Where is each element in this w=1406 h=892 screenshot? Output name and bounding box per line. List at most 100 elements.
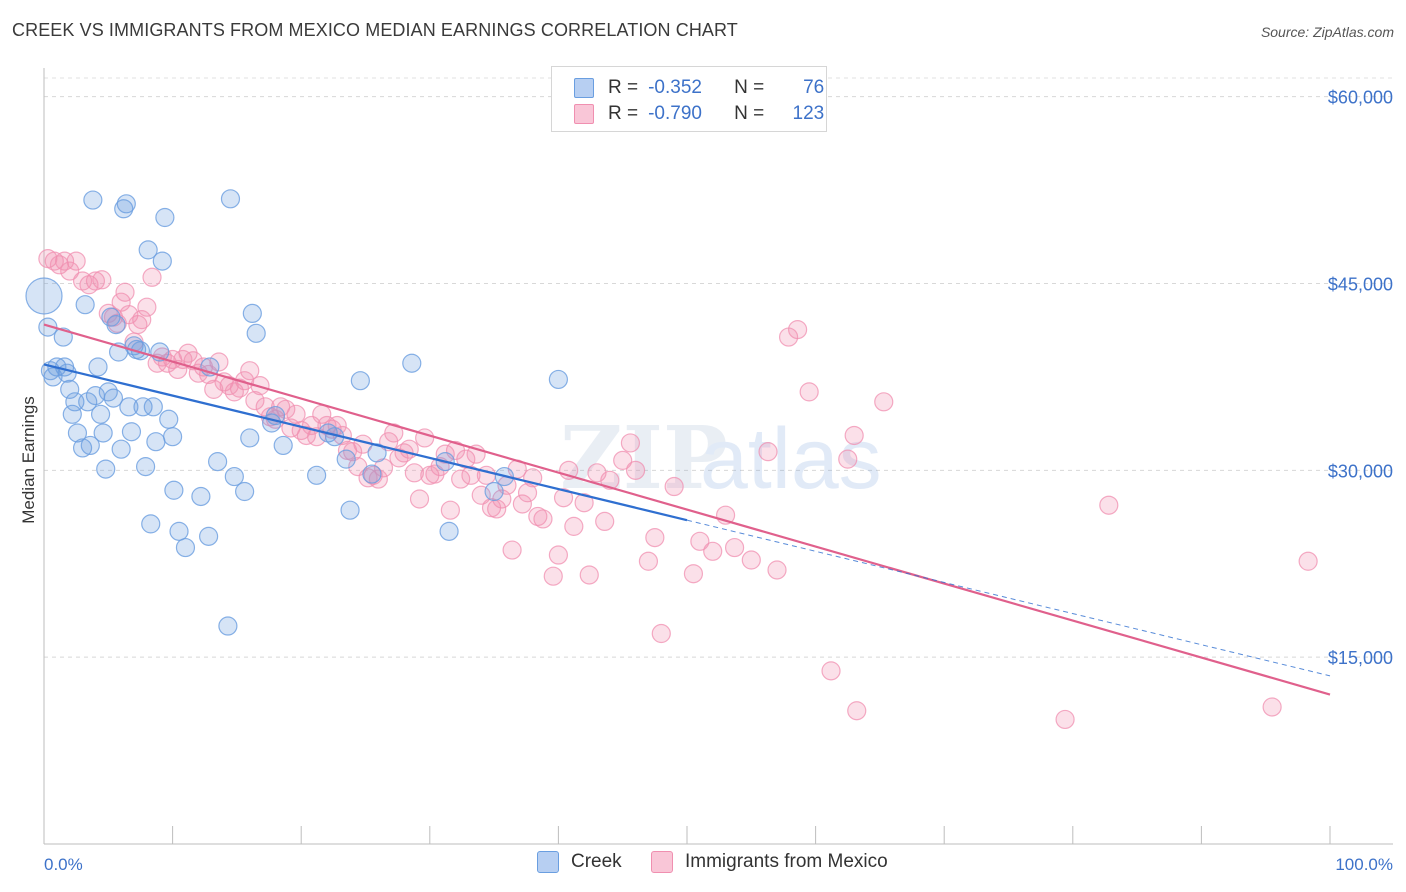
mexico-point (66, 251, 86, 271)
creek-point (38, 317, 58, 337)
mexico-point (363, 465, 383, 485)
creek-point (146, 432, 166, 452)
legend-n-label: N = (734, 77, 765, 98)
mexico-point (874, 392, 894, 412)
x-tick-label-max: 100.0% (1335, 855, 1393, 874)
mexico-point (595, 511, 615, 532)
mexico-point (142, 267, 162, 287)
mexico-point (664, 476, 684, 497)
creek-point (88, 357, 108, 377)
creek-point (402, 353, 422, 373)
mexico-trend-line (43, 323, 1331, 696)
mexico-point (435, 444, 455, 464)
mexico-point (564, 516, 584, 536)
creek-point (240, 428, 260, 448)
legend-r-value: -0.790 (648, 103, 702, 124)
creek-point (143, 397, 163, 417)
creek-point (57, 363, 77, 383)
mexico-point (703, 541, 723, 561)
mexico-point (724, 537, 745, 558)
creek-point (242, 303, 262, 324)
creek-point (25, 277, 63, 315)
creek-point (98, 382, 118, 402)
mexico-point (461, 465, 481, 485)
creek-point (75, 295, 95, 315)
trend-lines (43, 323, 1331, 696)
mexico-point (517, 483, 538, 503)
legend-item-mexico[interactable]: Immigrants from Mexico (651, 851, 888, 873)
mexico-point (317, 415, 337, 436)
creek-point (340, 500, 360, 520)
mexico-point (92, 270, 112, 290)
mexico-point (451, 469, 471, 489)
creek-point (273, 435, 293, 456)
mexico-point (60, 261, 80, 281)
creek-point (224, 466, 244, 487)
mexico-point (512, 494, 532, 514)
creek-point (80, 435, 100, 456)
mexico-point (137, 297, 157, 317)
creek-point (208, 452, 228, 472)
creek-point (111, 439, 131, 459)
legend-n-label: N = (734, 103, 765, 124)
y-axis-title: Median Earnings (19, 396, 38, 524)
source-label: Source: ZipAtlas.com (1260, 24, 1394, 40)
legend-mexico-label: Immigrants from Mexico (685, 851, 888, 872)
creek-point (83, 190, 103, 210)
creek-point (60, 379, 80, 399)
legend-row-mexico: R = -0.790 N = 123 (574, 102, 824, 126)
mexico-point (645, 527, 665, 548)
creek-point (169, 521, 189, 541)
creek-trend-extension (686, 519, 1331, 677)
mexico-point (1099, 495, 1119, 515)
y-tick-label: $60,000 (1328, 88, 1393, 108)
mexico-point (409, 489, 430, 509)
legend-r-label: R = (608, 77, 639, 98)
mexico-point (204, 379, 224, 399)
mexico-point (44, 251, 64, 271)
creek-point (439, 521, 459, 541)
mexico-point (548, 545, 569, 565)
creek-point (96, 459, 116, 479)
mexico-point (847, 701, 867, 721)
mexico-point (1055, 709, 1075, 730)
y-tick-labels: $15,000 $30,000 $45,000 $60,000 (1328, 88, 1393, 668)
creek-point (548, 369, 569, 390)
creek-point (350, 371, 370, 391)
mexico-point (404, 463, 424, 483)
creek-trend-line (43, 363, 688, 522)
creek-point (67, 423, 88, 443)
mexico-point (543, 566, 563, 586)
mexico-point (240, 361, 260, 381)
creek-point (484, 481, 504, 502)
mexico-point (741, 550, 761, 570)
creek-point (72, 438, 93, 458)
legend-creek-label: Creek (571, 851, 622, 872)
mexico-legend-icon (651, 851, 673, 873)
creek-swatch-icon (574, 78, 594, 98)
mexico-point (799, 382, 819, 402)
creek-point (138, 240, 158, 260)
series-mexico-points (38, 249, 1318, 730)
mexico-point (1262, 697, 1282, 717)
mexico-point (343, 442, 363, 462)
mexico-point (767, 560, 787, 580)
mexico-point (620, 433, 641, 453)
mexico-point (838, 449, 858, 469)
y-tick-label: $15,000 (1328, 648, 1393, 668)
series-legend: Creek Immigrants from Mexico (0, 851, 1406, 877)
series-creek-points (25, 189, 569, 636)
creek-point (163, 427, 183, 447)
legend-n-value: 123 (792, 103, 825, 124)
creek-point (199, 526, 219, 546)
mexico-point (533, 509, 553, 529)
mexico-swatch-icon (574, 104, 594, 124)
creek-point (367, 443, 387, 463)
creek-point (62, 404, 82, 424)
mexico-point (440, 500, 460, 520)
legend-item-creek[interactable]: Creek (537, 851, 622, 873)
mexico-point (132, 310, 152, 330)
creek-point (133, 397, 153, 417)
correlation-legend: R = -0.352 N = 76 R = -0.790 N = 123 (551, 66, 827, 132)
creek-point (78, 392, 98, 412)
